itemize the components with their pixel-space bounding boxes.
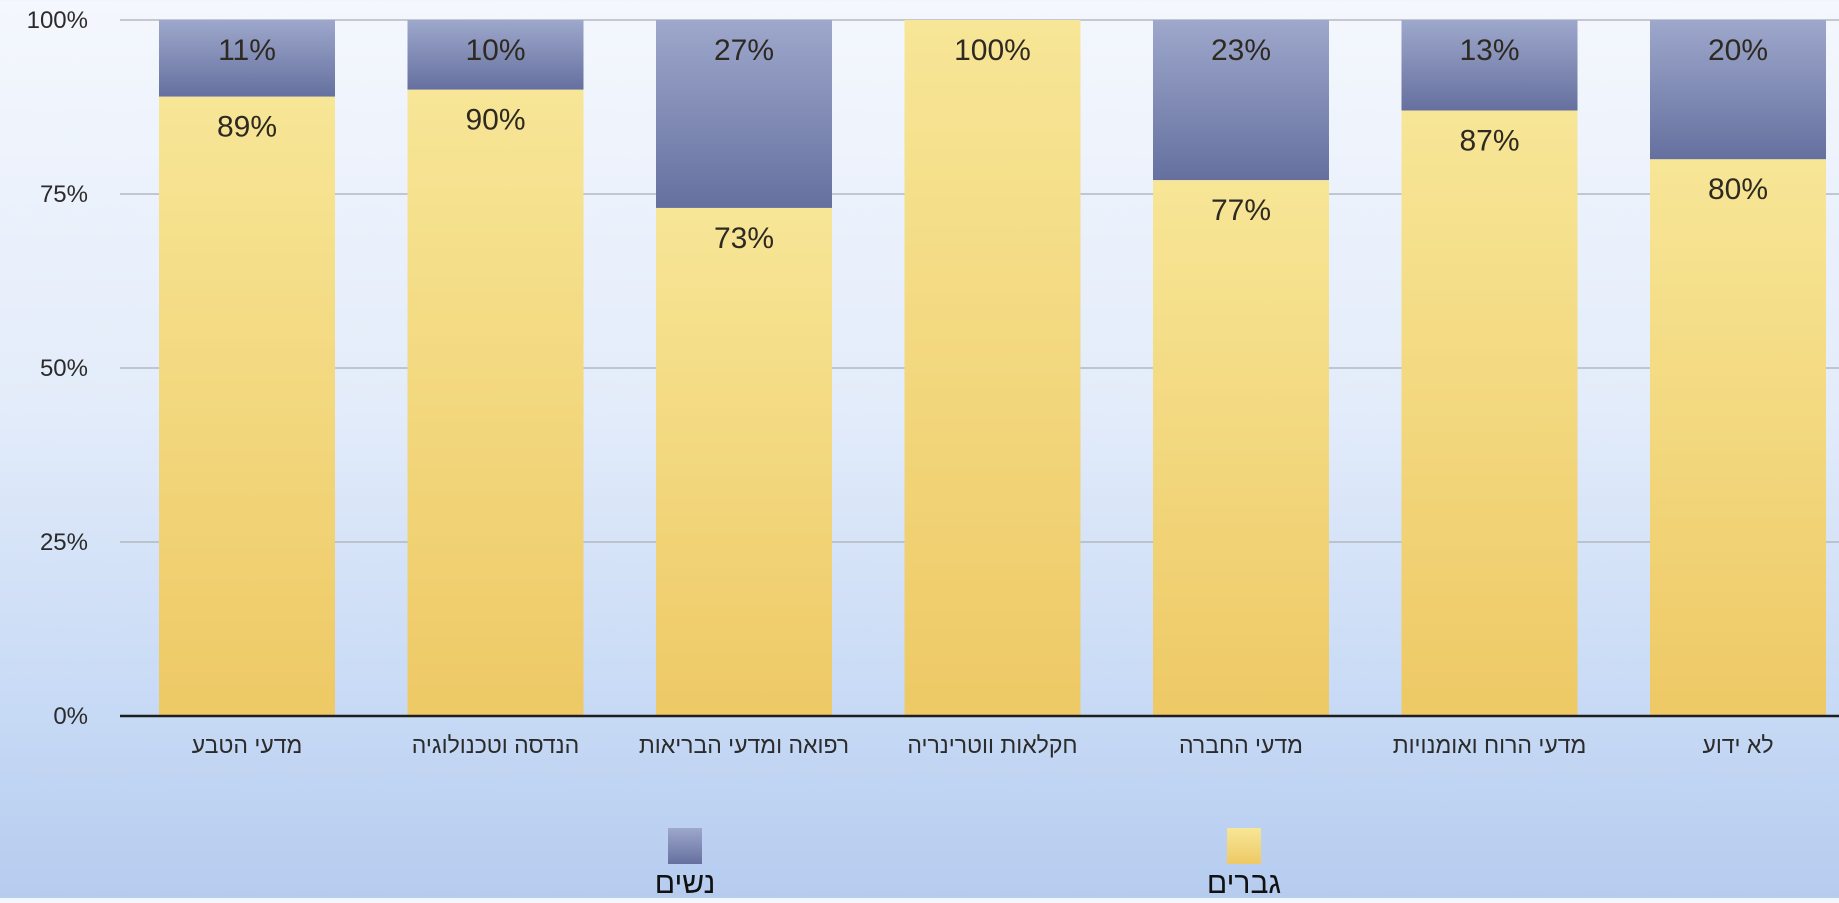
data-label-men: 89% bbox=[217, 111, 277, 144]
data-label-women: 20% bbox=[1708, 34, 1768, 67]
bars: 11% 89% 10% 90% 27% 73% 100% 23% 77% 13% 87% 20% 80% bbox=[159, 20, 1826, 717]
data-label-men: 77% bbox=[1211, 194, 1271, 227]
bar-women bbox=[159, 20, 335, 97]
data-label-women: 23% bbox=[1211, 34, 1271, 67]
bar-men bbox=[1153, 180, 1329, 716]
y-tick-label: 0% bbox=[53, 703, 88, 730]
bar-women bbox=[1401, 20, 1578, 111]
legend-swatch-women bbox=[668, 828, 702, 864]
bar-men bbox=[656, 207, 832, 717]
y-tick-label: 100% bbox=[27, 7, 88, 34]
bar-women bbox=[407, 20, 584, 90]
data-label-men: 100% bbox=[954, 34, 1031, 67]
data-label-men: 80% bbox=[1708, 173, 1768, 206]
data-label-women: 10% bbox=[465, 34, 525, 67]
data-label-women: 13% bbox=[1459, 34, 1519, 67]
x-tick-label: מדעי הטבע bbox=[192, 732, 303, 758]
data-label-women: 11% bbox=[218, 34, 276, 67]
legend-label-men: גברים bbox=[1207, 867, 1281, 898]
data-label-men: 90% bbox=[465, 104, 525, 137]
x-tick-label: הנדסה וטכנולוגיה bbox=[412, 732, 579, 758]
bar-men bbox=[407, 89, 584, 717]
y-tick-label: 50% bbox=[40, 355, 88, 382]
x-tick-label: לא ידוע bbox=[1702, 732, 1773, 758]
bar-women bbox=[1650, 20, 1826, 160]
legend: נשים גברים bbox=[655, 828, 1281, 900]
y-tick-label: 25% bbox=[40, 529, 88, 556]
axes: 0% 25% 50% 75% 100% מדעי הטבע הנדסה וטכנולוגיה… bbox=[27, 7, 1839, 758]
y-tick-label: 75% bbox=[40, 181, 88, 208]
x-tick-label: חקלאות ווטרינריה bbox=[907, 732, 1077, 758]
x-tick-label: מדעי הרוח ואומנויות bbox=[1393, 732, 1587, 758]
bar-men bbox=[159, 96, 335, 716]
bar-women bbox=[656, 20, 832, 208]
bar-men bbox=[904, 20, 1081, 716]
x-tick-label: מדעי החברה bbox=[1179, 732, 1303, 758]
legend-label-women: נשים bbox=[655, 867, 716, 898]
bar-men bbox=[1650, 159, 1826, 716]
bar-women bbox=[1153, 20, 1329, 181]
legend-swatch-men bbox=[1227, 828, 1261, 864]
bar-men bbox=[1401, 110, 1578, 717]
data-label-men: 73% bbox=[714, 222, 774, 255]
data-label-men: 87% bbox=[1459, 124, 1519, 157]
data-label-women: 27% bbox=[714, 34, 774, 67]
x-tick-label: רפואה ומדעי הבריאות bbox=[639, 732, 849, 758]
